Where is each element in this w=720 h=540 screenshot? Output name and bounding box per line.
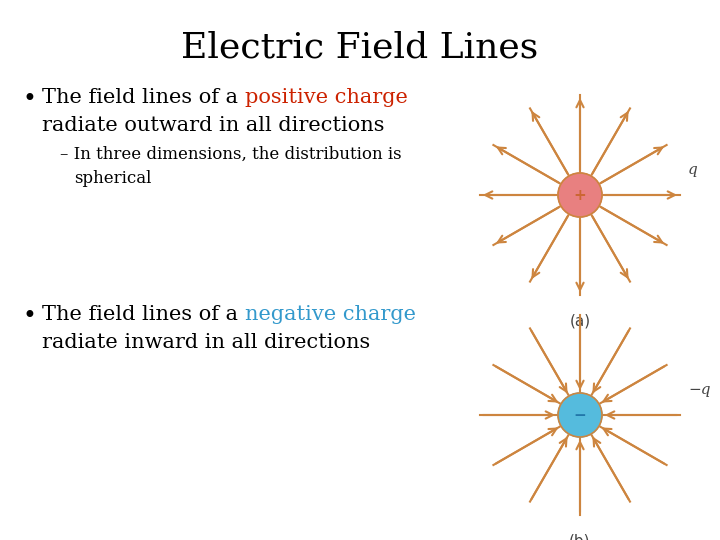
Text: (b): (b) [570, 533, 590, 540]
Text: •: • [22, 305, 36, 328]
Text: radiate outward in all directions: radiate outward in all directions [42, 116, 384, 135]
Text: – In three dimensions, the distribution is: – In three dimensions, the distribution … [60, 146, 402, 163]
Text: (a): (a) [570, 313, 590, 328]
Text: radiate inward in all directions: radiate inward in all directions [42, 333, 370, 352]
Text: positive charge: positive charge [245, 88, 408, 107]
Text: Electric Field Lines: Electric Field Lines [181, 30, 539, 64]
Text: spherical: spherical [74, 170, 151, 187]
Text: The field lines of a: The field lines of a [42, 88, 245, 107]
Circle shape [558, 173, 602, 217]
Text: •: • [22, 88, 36, 111]
Circle shape [558, 393, 602, 437]
Text: −q: −q [688, 383, 711, 397]
Text: +: + [574, 187, 586, 202]
Text: negative charge: negative charge [245, 305, 415, 324]
Text: The field lines of a: The field lines of a [42, 305, 245, 324]
Text: −: − [574, 408, 586, 422]
Text: q: q [688, 163, 698, 177]
